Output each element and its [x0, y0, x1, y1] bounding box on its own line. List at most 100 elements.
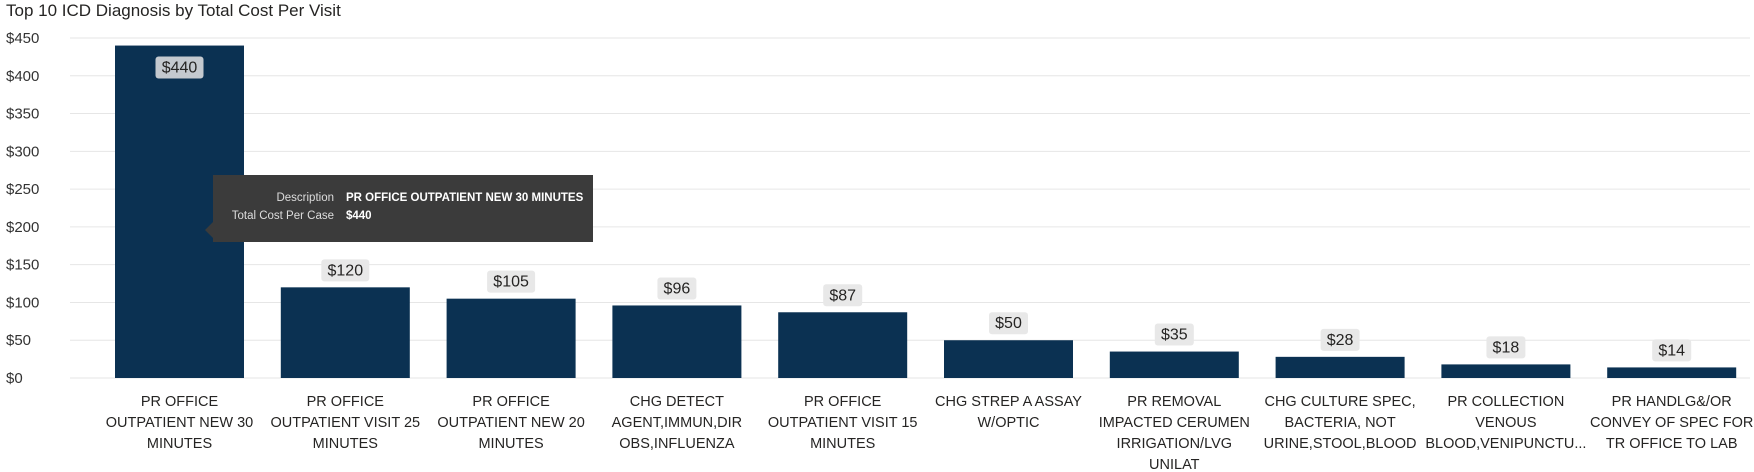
- category-label-line: OUTPATIENT VISIT 15: [768, 415, 918, 431]
- data-label-background: [657, 277, 697, 300]
- category-label-line: TR OFFICE TO LAB: [1606, 436, 1738, 452]
- y-tick-label: $350: [6, 106, 39, 123]
- tooltip-row-description: Description PR OFFICE OUTPATIENT NEW 30 …: [213, 192, 593, 208]
- y-tick-label: $400: [6, 68, 39, 85]
- category-label-line: BLOOD,VENIPUNCTU...: [1425, 436, 1586, 452]
- data-label: $35: [1154, 323, 1194, 346]
- data-label-text: $18: [1493, 339, 1520, 356]
- category-label: PR HANDLG&/OR CONVEY OF SPEC FOR TR OFFICE…: [1590, 394, 1753, 452]
- category-label-line: CHG STREP A ASSAY: [935, 394, 1082, 410]
- category-label-line: MINUTES: [147, 436, 212, 452]
- data-label: $105: [487, 270, 536, 293]
- category-label: CHG CULTURE SPEC, BACTERIA, NOT URINE,STOO…: [1264, 394, 1417, 452]
- bars: [115, 45, 1737, 379]
- data-label-text: $105: [493, 274, 529, 291]
- data-label-background: [321, 259, 370, 282]
- category-label-line: PR OFFICE: [472, 394, 550, 410]
- category-label-line: PR OFFICE: [307, 394, 385, 410]
- data-label-background: [1320, 328, 1360, 351]
- tooltip-key: Description: [276, 192, 334, 204]
- category-label-line: UNILAT: [1149, 457, 1200, 472]
- tooltip: Description PR OFFICE OUTPATIENT NEW 30 …: [205, 175, 593, 242]
- data-label-text: $440: [162, 60, 198, 77]
- category-label-line: PR OFFICE: [804, 394, 882, 410]
- data-label: $440: [155, 56, 204, 79]
- data-label-text: $120: [328, 262, 364, 279]
- category-label-line: PR REMOVAL: [1127, 394, 1221, 410]
- data-label-background: [155, 56, 204, 79]
- category-label-line: OUTPATIENT NEW 20: [437, 415, 584, 431]
- category-label: CHG DETECT AGENT,IMMUN,DIR OBS,INFLUENZA: [612, 394, 743, 452]
- chart-title: Top 10 ICD Diagnosis by Total Cost Per V…: [6, 1, 341, 20]
- data-label: $28: [1320, 328, 1360, 351]
- category-label-line: URINE,STOOL,BLOOD: [1264, 436, 1417, 452]
- data-label: $14: [1652, 339, 1692, 362]
- bar[interactable]: [280, 287, 410, 378]
- data-label-text: $14: [1658, 342, 1685, 359]
- category-label-line: OUTPATIENT VISIT 25: [270, 415, 420, 431]
- data-label: $18: [1486, 336, 1526, 359]
- category-label: PR OFFICE OUTPATIENT NEW 20 MINUTES: [437, 394, 584, 452]
- data-label-text: $28: [1327, 332, 1354, 349]
- category-label-line: CONVEY OF SPEC FOR: [1590, 415, 1753, 431]
- category-label-line: CHG CULTURE SPEC,: [1264, 394, 1415, 410]
- category-label-line: PR OFFICE: [141, 394, 219, 410]
- y-tick-label: $150: [6, 257, 39, 274]
- category-label-line: MINUTES: [810, 436, 875, 452]
- bar[interactable]: [944, 340, 1073, 378]
- tooltip-row-cost: Total Cost Per Case $440: [213, 210, 593, 226]
- y-tick-label: $50: [6, 332, 31, 349]
- category-label-line: OBS,INFLUENZA: [619, 436, 735, 452]
- category-label-line: PR HANDLG&/OR: [1612, 394, 1732, 410]
- category-label-line: IRRIGATION/LVG: [1117, 436, 1232, 452]
- category-label-line: IMPACTED CERUMEN: [1099, 415, 1250, 431]
- category-label-line: MINUTES: [478, 436, 543, 452]
- category-label: PR OFFICE OUTPATIENT VISIT 25 MINUTES: [270, 394, 420, 452]
- category-label: PR OFFICE OUTPATIENT VISIT 15 MINUTES: [768, 394, 918, 452]
- y-axis-ticks: $0 $50 $100 $150 $200 $250 $300 $350 $400 $450: [6, 30, 39, 387]
- data-label-background: [823, 284, 863, 307]
- data-label-text: $96: [664, 280, 691, 297]
- category-label: PR REMOVAL IMPACTED CERUMEN IRRIGATION/LVG…: [1099, 394, 1250, 472]
- y-tick-label: $300: [6, 143, 39, 160]
- category-label-line: VENOUS: [1475, 415, 1536, 431]
- data-label-background: [487, 270, 536, 293]
- bar[interactable]: [1109, 351, 1239, 378]
- y-tick-label: $200: [6, 219, 39, 236]
- bar[interactable]: [1441, 364, 1571, 378]
- gridlines: [70, 37, 1750, 379]
- data-label-background: [1652, 339, 1692, 362]
- category-label-line: AGENT,IMMUN,DIR: [612, 415, 743, 431]
- data-label-background: [1154, 323, 1194, 346]
- category-label-line: PR COLLECTION: [1447, 394, 1564, 410]
- data-label-background: [1486, 336, 1526, 359]
- data-label-text: $50: [995, 315, 1022, 332]
- tooltip-key: Total Cost Per Case: [231, 210, 334, 222]
- y-tick-label: $250: [6, 181, 39, 198]
- bar[interactable]: [778, 312, 908, 378]
- bar[interactable]: [1607, 367, 1737, 378]
- bar[interactable]: [612, 305, 742, 378]
- data-label: $96: [657, 277, 697, 300]
- tooltip-value: PR OFFICE OUTPATIENT NEW 30 MINUTES: [346, 192, 584, 204]
- y-tick-label: $0: [6, 370, 23, 387]
- category-label-line: CHG DETECT: [630, 394, 724, 410]
- data-label: $50: [989, 312, 1028, 335]
- category-label: CHG STREP A ASSAY W/OPTIC: [935, 394, 1082, 431]
- tooltip-value: $440: [346, 210, 372, 222]
- data-label-text: $87: [829, 287, 856, 304]
- data-label-text: $35: [1161, 327, 1188, 344]
- category-label-line: MINUTES: [313, 436, 378, 452]
- data-label: $120: [321, 259, 370, 282]
- data-label: $87: [823, 284, 863, 307]
- data-label-background: [989, 312, 1028, 335]
- y-tick-label: $100: [6, 294, 39, 311]
- bar[interactable]: [1275, 356, 1405, 378]
- category-label-line: OUTPATIENT NEW 30: [106, 415, 253, 431]
- bar[interactable]: [446, 298, 576, 378]
- category-label: PR COLLECTION VENOUS BLOOD,VENIPUNCTU...: [1425, 394, 1586, 452]
- category-label-line: BACTERIA, NOT: [1285, 415, 1396, 431]
- y-tick-label: $450: [6, 30, 39, 47]
